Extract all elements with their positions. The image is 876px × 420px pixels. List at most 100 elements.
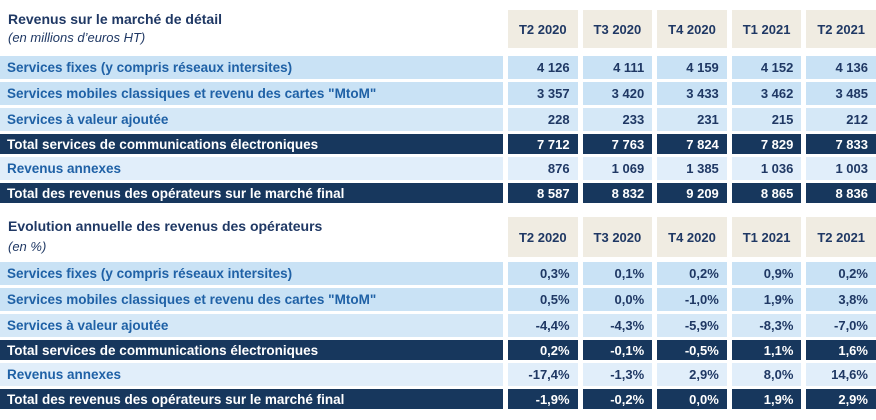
value-cell: 3 420 xyxy=(582,82,653,105)
value-cell: 7 824 xyxy=(657,134,727,154)
row-label: Total services de communications électro… xyxy=(0,340,503,360)
value-cell: 233 xyxy=(582,108,653,131)
annual-evolution-table: Evolution annuelle des revenus des opéra… xyxy=(0,217,876,409)
row-label: Services fixes (y compris réseaux inters… xyxy=(0,262,503,285)
value-cell: 14,6% xyxy=(806,363,876,386)
column-header-t2-2020: T2 2020 xyxy=(508,10,578,48)
value-cell: 4 152 xyxy=(731,56,802,79)
retail-revenue-table: Revenus sur le marché de détail (en mill… xyxy=(0,10,876,203)
row-label: Revenus annexes xyxy=(0,363,503,386)
table-title: Evolution annuelle des revenus des opéra… xyxy=(8,218,323,234)
value-cell: 4 126 xyxy=(508,56,578,79)
table-row-revenus-annexes: Revenus annexes 876 1 069 1 385 1 036 1 … xyxy=(0,157,876,180)
table-row-services-fixes: Services fixes (y compris réseaux inters… xyxy=(0,262,876,285)
value-cell: 0,0% xyxy=(657,389,727,409)
value-cell: 0,0% xyxy=(582,288,653,311)
column-header-t1-2021: T1 2021 xyxy=(731,217,802,257)
row-label: Total des revenus des opérateurs sur le … xyxy=(0,183,503,203)
value-cell: 3 433 xyxy=(657,82,727,105)
value-cell: 0,1% xyxy=(582,262,653,285)
value-cell: 3 462 xyxy=(731,82,802,105)
row-label: Services fixes (y compris réseaux inters… xyxy=(0,56,503,79)
value-cell: 1,1% xyxy=(731,340,802,360)
value-cell: 1,9% xyxy=(731,389,802,409)
value-cell: -4,4% xyxy=(508,314,578,337)
value-cell: 8 865 xyxy=(731,183,802,203)
table-row-services-mobiles: Services mobiles classiques et revenu de… xyxy=(0,82,876,105)
row-label: Services mobiles classiques et revenu de… xyxy=(0,82,503,105)
table-row-total-revenus: Total des revenus des opérateurs sur le … xyxy=(0,183,876,203)
value-cell: 876 xyxy=(508,157,578,180)
table-row-total-services: Total services de communications électro… xyxy=(0,340,876,360)
value-cell: 7 829 xyxy=(731,134,802,154)
value-cell: 8 832 xyxy=(582,183,653,203)
value-cell: 4 111 xyxy=(582,56,653,79)
value-cell: -1,0% xyxy=(657,288,727,311)
value-cell: 3,8% xyxy=(806,288,876,311)
value-cell: 1,9% xyxy=(731,288,802,311)
table-title-block: Evolution annuelle des revenus des opéra… xyxy=(0,217,503,257)
column-header-t1-2021: T1 2021 xyxy=(731,10,802,48)
value-cell: 231 xyxy=(657,108,727,131)
value-cell: 8,0% xyxy=(731,363,802,386)
value-cell: 3 357 xyxy=(508,82,578,105)
value-cell: 9 209 xyxy=(657,183,727,203)
table-header-row: Evolution annuelle des revenus des opéra… xyxy=(0,217,876,257)
value-cell: -0,2% xyxy=(582,389,653,409)
value-cell: 7 833 xyxy=(806,134,876,154)
table-row-services-valeur-ajoutee: Services à valeur ajoutée 228 233 231 21… xyxy=(0,108,876,131)
row-label: Revenus annexes xyxy=(0,157,503,180)
table-title-block: Revenus sur le marché de détail (en mill… xyxy=(0,10,503,48)
table-subtitle: (en %) xyxy=(8,239,47,255)
column-header-t2-2021: T2 2021 xyxy=(806,10,876,48)
value-cell: -17,4% xyxy=(508,363,578,386)
table-row-revenus-annexes: Revenus annexes -17,4% -1,3% 2,9% 8,0% 1… xyxy=(0,363,876,386)
value-cell: -7,0% xyxy=(806,314,876,337)
column-header-t2-2021: T2 2021 xyxy=(806,217,876,257)
table-row-total-services: Total services de communications électro… xyxy=(0,134,876,154)
column-header-t3-2020: T3 2020 xyxy=(582,217,653,257)
value-cell: -4,3% xyxy=(582,314,653,337)
row-label: Services à valeur ajoutée xyxy=(0,108,503,131)
column-header-t2-2020: T2 2020 xyxy=(508,217,578,257)
value-cell: 0,3% xyxy=(508,262,578,285)
value-cell: -5,9% xyxy=(657,314,727,337)
value-cell: -1,9% xyxy=(508,389,578,409)
value-cell: 0,2% xyxy=(657,262,727,285)
value-cell: -0,5% xyxy=(657,340,727,360)
column-header-t4-2020: T4 2020 xyxy=(657,217,727,257)
row-label: Total services de communications électro… xyxy=(0,134,503,154)
value-cell: 0,5% xyxy=(508,288,578,311)
row-label: Total des revenus des opérateurs sur le … xyxy=(0,389,503,409)
table-row-total-revenus: Total des revenus des opérateurs sur le … xyxy=(0,389,876,409)
table-row-services-fixes: Services fixes (y compris réseaux inters… xyxy=(0,56,876,79)
value-cell: 1,6% xyxy=(806,340,876,360)
table-row-services-valeur-ajoutee: Services à valeur ajoutée -4,4% -4,3% -5… xyxy=(0,314,876,337)
value-cell: 212 xyxy=(806,108,876,131)
table-title: Revenus sur le marché de détail xyxy=(8,11,222,27)
value-cell: 228 xyxy=(508,108,578,131)
value-cell: 7 763 xyxy=(582,134,653,154)
page: Revenus sur le marché de détail (en mill… xyxy=(0,10,876,409)
value-cell: 7 712 xyxy=(508,134,578,154)
column-header-t3-2020: T3 2020 xyxy=(582,10,653,48)
table-subtitle: (en millions d’euros HT) xyxy=(8,30,146,46)
row-label: Services mobiles classiques et revenu de… xyxy=(0,288,503,311)
value-cell: 4 136 xyxy=(806,56,876,79)
value-cell: 0,2% xyxy=(508,340,578,360)
column-header-t4-2020: T4 2020 xyxy=(657,10,727,48)
table-row-services-mobiles: Services mobiles classiques et revenu de… xyxy=(0,288,876,311)
value-cell: 0,9% xyxy=(731,262,802,285)
value-cell: 8 836 xyxy=(806,183,876,203)
value-cell: 0,2% xyxy=(806,262,876,285)
value-cell: 3 485 xyxy=(806,82,876,105)
value-cell: 1 069 xyxy=(582,157,653,180)
value-cell: 215 xyxy=(731,108,802,131)
table-header-row: Revenus sur le marché de détail (en mill… xyxy=(0,10,876,48)
value-cell: 2,9% xyxy=(806,389,876,409)
row-label: Services à valeur ajoutée xyxy=(0,314,503,337)
value-cell: -0,1% xyxy=(582,340,653,360)
value-cell: 8 587 xyxy=(508,183,578,203)
value-cell: 2,9% xyxy=(657,363,727,386)
value-cell: 1 036 xyxy=(731,157,802,180)
